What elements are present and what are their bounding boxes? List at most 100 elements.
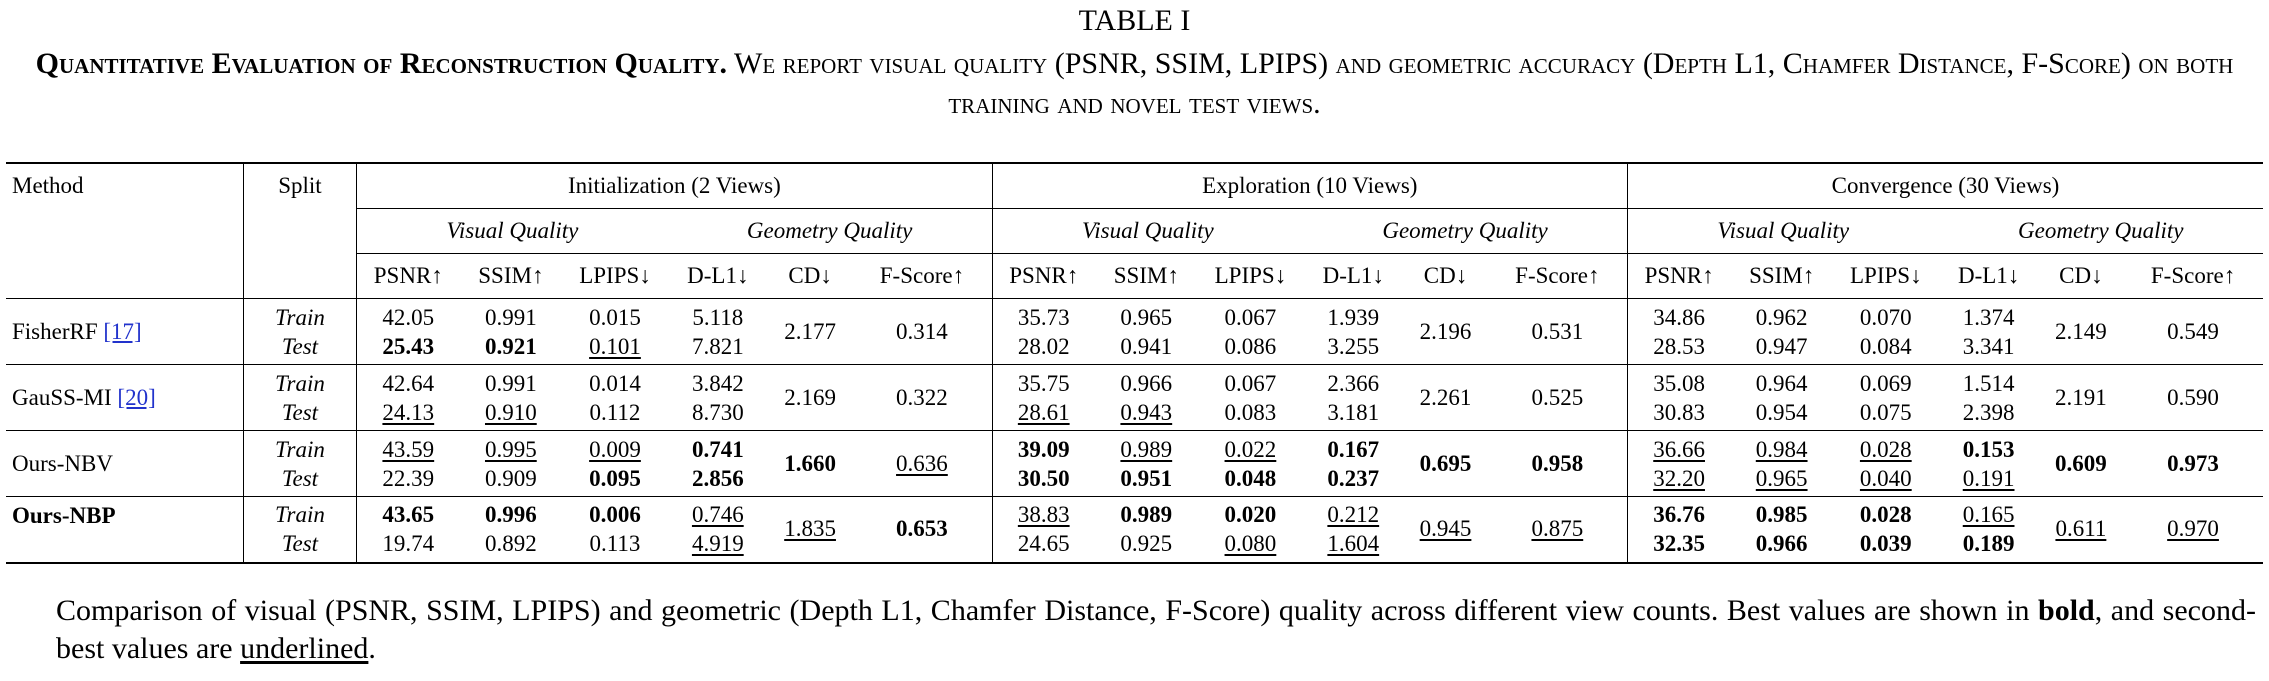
train-dl1-value: 1.939 — [1327, 304, 1380, 330]
method-name: Ours-NBP — [6, 496, 244, 564]
cd-value: 0.695 — [1419, 450, 1472, 476]
f-value-cell: 0.531 — [1487, 298, 1628, 365]
value-pair-psnr: 43.59 22.39 — [356, 430, 460, 497]
split-label: Test — [281, 399, 319, 425]
value-pair-dl1: 0.741 2.856 — [667, 430, 768, 497]
cd-value-cell: 1.660 — [767, 430, 853, 497]
method-label: Ours-NBP — [12, 503, 116, 528]
train-lpips-value: 0.028 — [1859, 436, 1912, 462]
header-metric: F-Score↑ — [852, 253, 993, 299]
header-metric: LPIPS↓ — [1197, 253, 1304, 299]
f-value: 0.973 — [2167, 450, 2219, 476]
train-psnr-value: 42.64 — [382, 370, 435, 396]
method-label: GauSS-MI — [12, 384, 118, 410]
train-lpips-value: 0.028 — [1859, 502, 1912, 528]
test-ssim-value: 0.921 — [484, 333, 537, 359]
header-metric: F-Score↑ — [1487, 253, 1628, 299]
cd-value-cell: 2.196 — [1403, 298, 1488, 365]
value-pair-lpips: 0.067 0.086 — [1197, 298, 1304, 365]
method-name: Ours-NBV — [6, 430, 244, 497]
header-metric: F-Score↑ — [2123, 253, 2263, 299]
cd-value: 2.261 — [1419, 384, 1472, 410]
value-pair-lpips: 0.015 0.101 — [562, 298, 668, 365]
value-pair-psnr: 35.75 28.61 — [992, 364, 1095, 431]
split-label: Test — [281, 333, 319, 359]
value-pair-psnr: 39.09 30.50 — [992, 430, 1095, 497]
header-visual-quality: Visual Quality — [356, 208, 668, 254]
train-lpips-value: 0.022 — [1224, 436, 1277, 462]
value-pair-ssim: 0.989 0.951 — [1094, 430, 1198, 497]
citation-link[interactable]: [17] — [103, 318, 142, 344]
cd-value: 2.149 — [2055, 318, 2107, 344]
header-metric: CD↓ — [767, 253, 853, 299]
test-lpips-value: 0.075 — [1859, 399, 1912, 425]
header-geometry-quality: Geometry Quality — [1938, 208, 2263, 254]
f-value-cell: 0.590 — [2123, 364, 2263, 431]
cd-value-cell: 2.177 — [767, 298, 853, 365]
split-label: Train — [275, 502, 325, 528]
value-pair-psnr: 36.66 32.20 — [1627, 430, 1731, 497]
train-lpips-value: 0.006 — [589, 502, 641, 528]
train-lpips-value: 0.067 — [1224, 370, 1277, 396]
cd-value: 0.609 — [2055, 450, 2107, 476]
table-row: Ours-NBP Train Test 43.65 19.74 0.996 0.892 0.0… — [6, 496, 2263, 564]
train-dl1-value: 0.741 — [691, 436, 744, 462]
f-value-cell: 0.549 — [2123, 298, 2263, 365]
cd-value: 0.945 — [1419, 516, 1472, 542]
test-lpips-value: 0.101 — [589, 333, 641, 359]
train-dl1-value: 3.842 — [691, 370, 744, 396]
test-ssim-value: 0.910 — [484, 399, 537, 425]
test-dl1-value: 2.856 — [691, 465, 744, 491]
train-ssim-value: 0.984 — [1755, 436, 1808, 462]
test-ssim-value: 0.947 — [1755, 333, 1808, 359]
train-ssim-value: 0.989 — [1120, 502, 1173, 528]
test-psnr-value: 28.02 — [1017, 333, 1070, 359]
f-value-cell: 0.970 — [2123, 496, 2263, 564]
header-blank — [243, 253, 358, 299]
f-value: 0.314 — [896, 318, 948, 344]
test-ssim-value: 0.892 — [484, 531, 537, 557]
header-split: Split — [243, 162, 358, 209]
table-title: Quantitative Evaluation of Reconstructio… — [20, 44, 2249, 124]
test-ssim-value: 0.965 — [1755, 465, 1808, 491]
value-pair-lpips: 0.022 0.048 — [1197, 430, 1304, 497]
train-ssim-value: 0.989 — [1120, 436, 1173, 462]
citation-link[interactable]: [20] — [117, 384, 156, 410]
header-metric: PSNR↑ — [1627, 253, 1731, 299]
train-dl1-value: 0.212 — [1327, 502, 1380, 528]
value-pair-lpips: 0.070 0.084 — [1833, 298, 1939, 365]
test-lpips-value: 0.080 — [1224, 531, 1277, 557]
method-label: Ours-NBV — [12, 450, 113, 476]
f-value: 0.958 — [1531, 450, 1584, 476]
test-psnr-value: 30.50 — [1017, 465, 1070, 491]
header-metric: SSIM↑ — [1094, 253, 1198, 299]
value-pair-psnr: 36.76 32.35 — [1627, 496, 1731, 564]
test-psnr-value: 24.13 — [382, 399, 435, 425]
train-dl1-value: 1.514 — [1962, 370, 2015, 396]
test-ssim-value: 0.954 — [1755, 399, 1808, 425]
f-value: 0.636 — [896, 450, 948, 476]
f-value: 0.970 — [2167, 516, 2219, 542]
cd-value: 2.177 — [784, 318, 836, 344]
split-label: Test — [281, 531, 319, 557]
train-ssim-value: 0.964 — [1755, 370, 1808, 396]
value-pair-dl1: 1.374 3.341 — [1938, 298, 2039, 365]
train-ssim-value: 0.991 — [484, 370, 537, 396]
test-lpips-value: 0.112 — [589, 399, 641, 425]
train-psnr-value: 36.76 — [1653, 502, 1705, 528]
test-lpips-value: 0.048 — [1224, 465, 1277, 491]
train-ssim-value: 0.995 — [484, 436, 537, 462]
f-value: 0.525 — [1531, 384, 1584, 410]
value-pair-ssim: 0.965 0.941 — [1094, 298, 1198, 365]
f-value-cell: 0.958 — [1487, 430, 1628, 497]
note-underline-word: underlined — [240, 632, 369, 665]
f-value-cell: 0.636 — [852, 430, 993, 497]
method-name: GauSS-MI [20] — [6, 364, 244, 431]
header-metric: CD↓ — [2038, 253, 2124, 299]
value-pair-dl1: 3.842 8.730 — [667, 364, 768, 431]
cd-value: 1.660 — [784, 450, 836, 476]
test-psnr-value: 28.61 — [1017, 399, 1070, 425]
train-dl1-value: 2.366 — [1327, 370, 1380, 396]
value-pair-psnr: 42.05 25.43 — [356, 298, 460, 365]
table-row: Ours-NBV Train Test 43.59 22.39 0.995 0.909 0.0… — [6, 430, 2263, 497]
